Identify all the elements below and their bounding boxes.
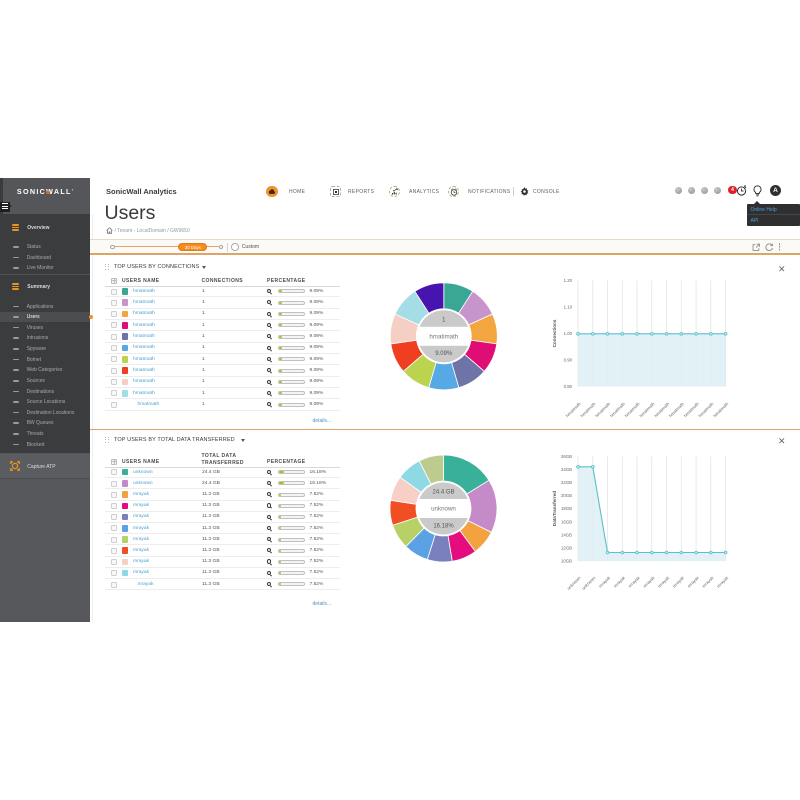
svg-text:18GB: 18GB [561, 506, 572, 511]
svg-text:mrayak: mrayak [598, 575, 612, 589]
svg-text:DataTransferred: DataTransferred [552, 491, 557, 526]
svg-text:1.20: 1.20 [564, 278, 573, 283]
svg-text:mrayak: mrayak [686, 575, 700, 589]
svg-text:1: 1 [442, 317, 446, 323]
svg-text:24GB: 24GB [561, 467, 572, 472]
svg-text:0.90: 0.90 [564, 358, 573, 363]
svg-text:unknown: unknown [566, 575, 582, 591]
svg-text:mrayak: mrayak [613, 575, 627, 589]
svg-text:16GB: 16GB [561, 519, 572, 524]
svg-text:mrayak: mrayak [672, 575, 686, 589]
svg-text:1.10: 1.10 [564, 305, 573, 310]
svg-text:unknown: unknown [581, 575, 597, 591]
svg-text:26GB: 26GB [561, 454, 572, 459]
svg-text:mrayak: mrayak [716, 575, 730, 589]
svg-text:0.80: 0.80 [564, 384, 573, 389]
svg-text:mrayak: mrayak [642, 575, 656, 589]
svg-text:9.09%: 9.09% [435, 351, 453, 357]
svg-text:unknown: unknown [431, 506, 456, 513]
svg-text:hmatmath: hmatmath [712, 401, 729, 418]
svg-text:mrayak: mrayak [701, 575, 715, 589]
svg-text:mrayak: mrayak [657, 575, 671, 589]
svg-text:1.00: 1.00 [564, 331, 573, 336]
svg-text:mrayak: mrayak [627, 575, 641, 589]
svg-text:12GB: 12GB [561, 546, 572, 551]
svg-text:14GB: 14GB [561, 532, 572, 537]
svg-text:22GB: 22GB [561, 480, 572, 485]
svg-text:20GB: 20GB [561, 493, 572, 498]
svg-text:10GB: 10GB [561, 559, 572, 564]
svg-text:hmatimath: hmatimath [429, 334, 458, 341]
svg-text:24.4 GB: 24.4 GB [432, 490, 454, 496]
svg-text:Connections: Connections [552, 319, 557, 347]
svg-text:16.18%: 16.18% [433, 523, 454, 529]
